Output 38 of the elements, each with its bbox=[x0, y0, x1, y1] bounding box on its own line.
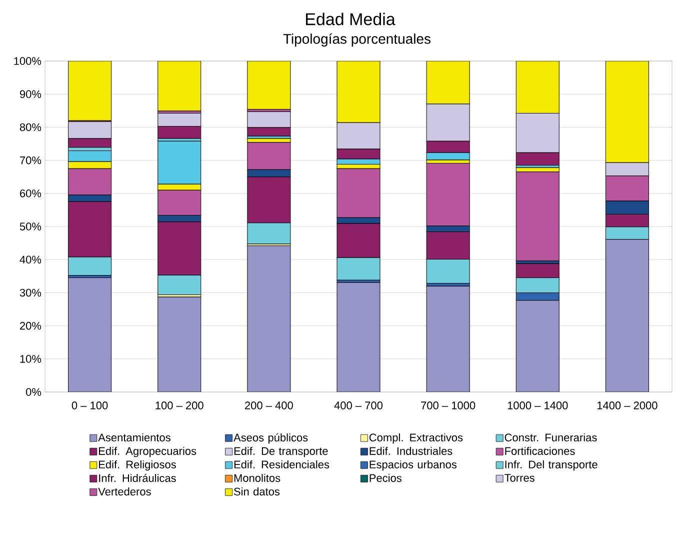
y-tick-label: 60% bbox=[20, 190, 42, 198]
legend-label: Fortificaciones bbox=[505, 446, 575, 455]
legend-label: Edif. Residenciales bbox=[234, 460, 330, 468]
legend-label: Edif. Agropecuarios bbox=[99, 446, 196, 458]
y-tick-label: 70% bbox=[20, 156, 42, 164]
x-tick-label: 1400 – 2000 bbox=[597, 402, 658, 410]
chart-subtitle: Tipologías porcentuales bbox=[283, 33, 431, 47]
legend-label: Vertederos bbox=[98, 487, 151, 496]
legend-label: Edif. De transporte bbox=[234, 446, 328, 458]
legend-label: Aseos públicos bbox=[234, 433, 308, 444]
y-tick-label: 10% bbox=[20, 355, 42, 363]
legend-label: Sin datos bbox=[234, 487, 280, 496]
y-tick-label: 40% bbox=[20, 256, 42, 264]
x-tick-label: 100 – 200 bbox=[156, 402, 204, 410]
legend-label: Infr. Hidráulicas bbox=[99, 474, 176, 482]
x-tick-label: 700 – 1000 bbox=[421, 402, 476, 410]
x-tick-label: 0 – 100 bbox=[72, 402, 108, 410]
legend-label: Monolitos bbox=[234, 474, 280, 482]
y-tick-label: 0% bbox=[26, 388, 42, 396]
x-tick-label: 1000 – 1400 bbox=[508, 402, 568, 410]
legend-label: Compl. Extractivos bbox=[369, 433, 463, 444]
y-tick-label: 80% bbox=[20, 123, 42, 132]
legend-label: Constr. Funerarias bbox=[504, 433, 597, 442]
y-tick-label: 50% bbox=[20, 222, 42, 230]
chart-title: Edad Media bbox=[306, 12, 396, 26]
legend-label: Pecios bbox=[370, 474, 402, 482]
y-tick-label: 90% bbox=[20, 90, 42, 98]
y-tick-label: 100% bbox=[14, 57, 42, 65]
legend-label: Edif. Religiosos bbox=[99, 460, 176, 471]
legend-label: Asentamientos bbox=[98, 433, 170, 442]
y-tick-label: 20% bbox=[20, 322, 42, 330]
legend-label: Edif. Industriales bbox=[370, 446, 452, 455]
x-tick-label: 200 – 400 bbox=[245, 402, 293, 410]
legend-label: Espacios urbanos bbox=[370, 460, 457, 471]
x-tick-label: 400 – 700 bbox=[334, 402, 383, 410]
legend-label: Infr. Del transporte bbox=[505, 460, 598, 471]
y-tick-label: 30% bbox=[20, 288, 42, 297]
legend-label: Torres bbox=[504, 474, 534, 482]
